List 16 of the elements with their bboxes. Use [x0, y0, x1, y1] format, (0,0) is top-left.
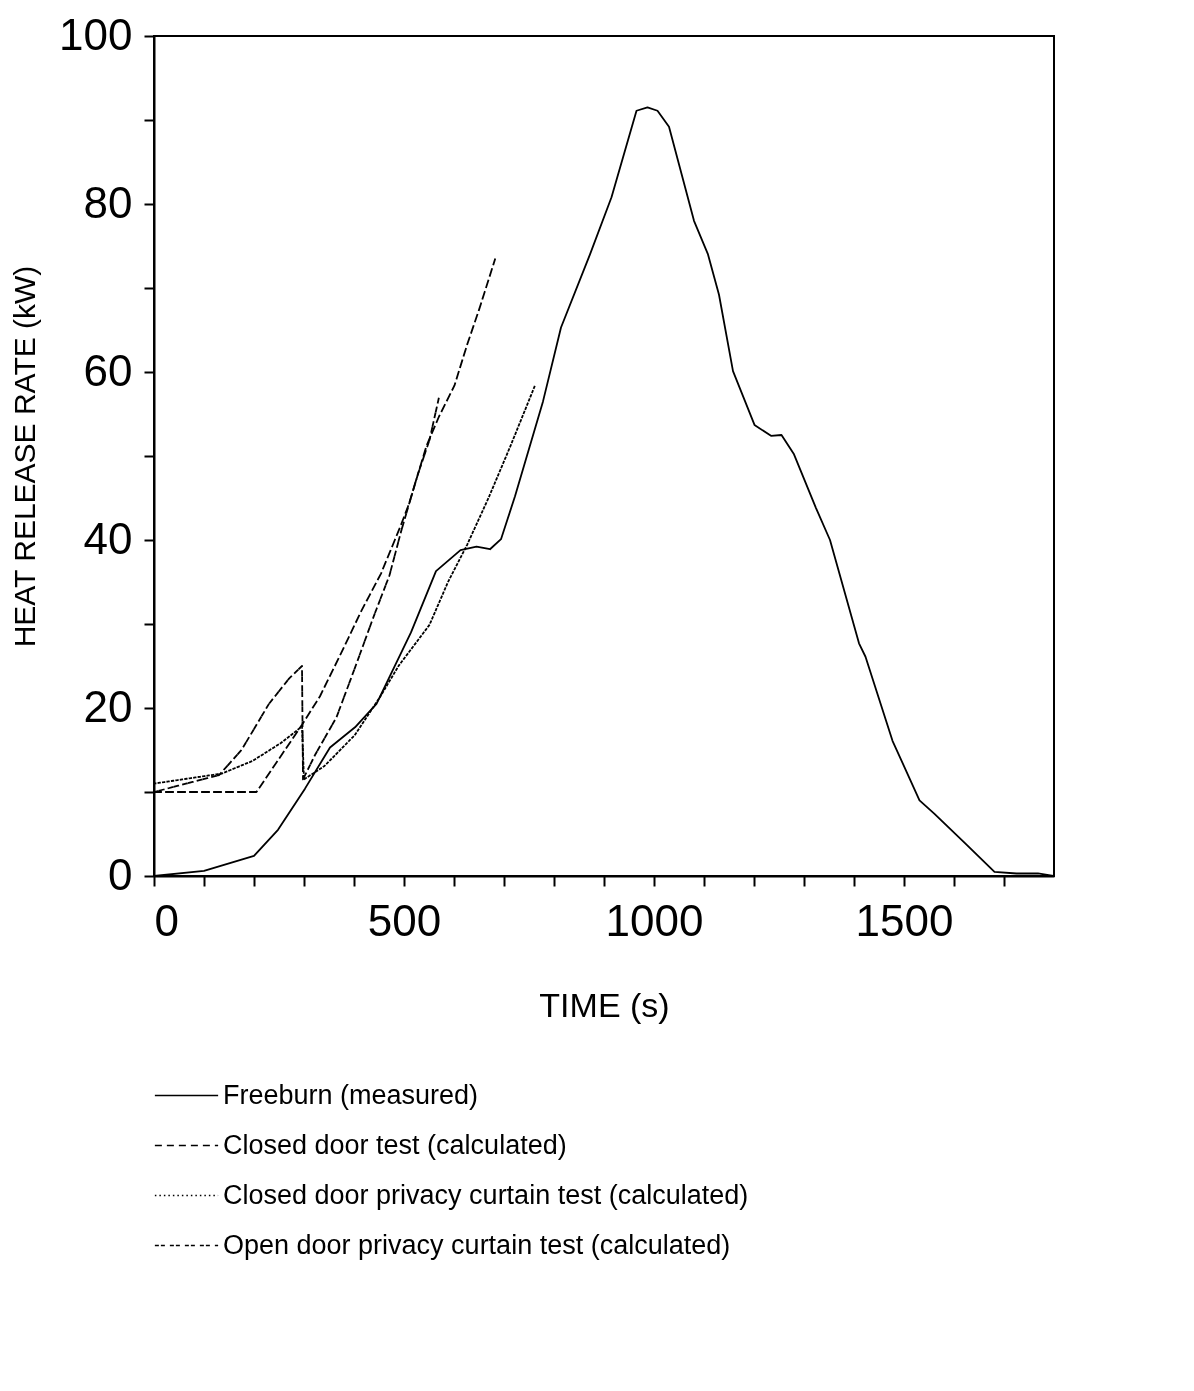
legend-label: Freeburn (measured) [223, 1079, 479, 1110]
y-axis-title: HEAT RELEASE RATE (kW) [8, 265, 42, 648]
x-tick-label: 0 [154, 895, 179, 945]
x-tick-label: 1000 [605, 895, 704, 945]
legend-label: Closed door test (calculated) [223, 1129, 567, 1160]
legend-label: Open door privacy curtain test (calculated) [223, 1229, 731, 1260]
y-tick-label: 40 [83, 513, 133, 563]
y-tick-label: 60 [83, 345, 133, 395]
x-axis-title: TIME (s) [539, 985, 670, 1024]
x-tick-label: 1500 [855, 895, 954, 945]
x-tick-label: 500 [367, 895, 442, 945]
y-tick-label: 80 [83, 177, 133, 227]
y-tick-label: 20 [83, 681, 133, 731]
legend-label: Closed door privacy curtain test (calculated) [223, 1179, 749, 1210]
y-tick-label: 100 [59, 9, 133, 59]
y-tick-label: 0 [108, 849, 133, 899]
